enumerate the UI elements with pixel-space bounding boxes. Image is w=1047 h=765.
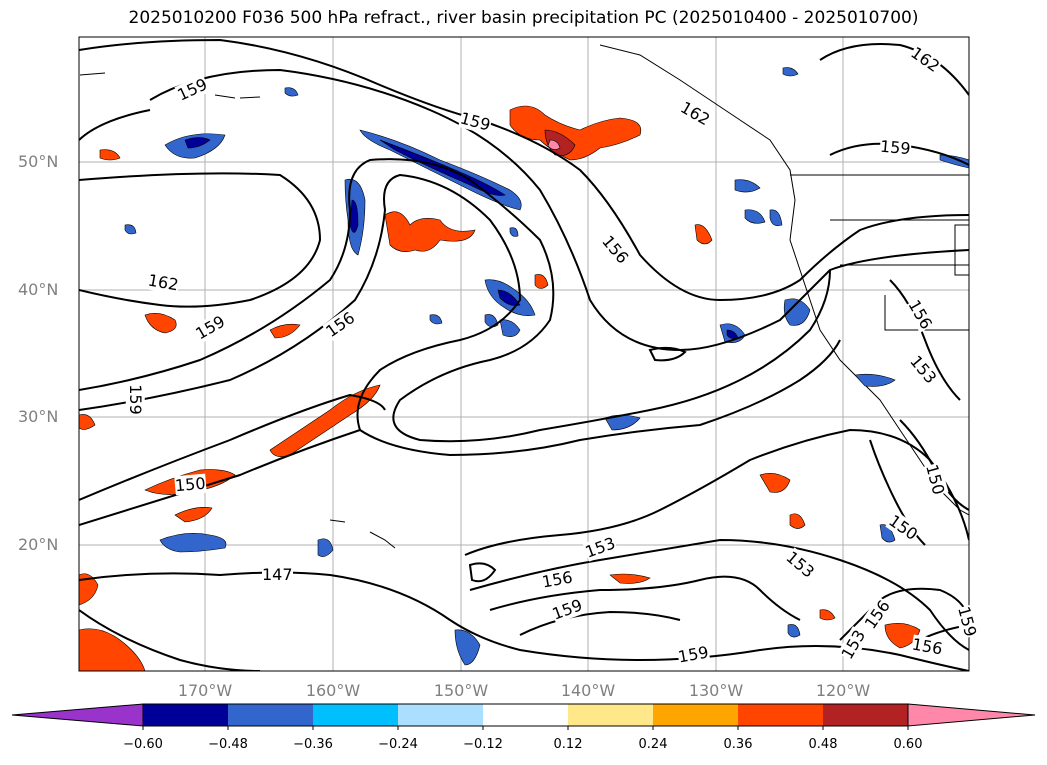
colorbar-bin	[738, 704, 823, 726]
gridlines	[79, 37, 969, 671]
colorbar-tick-label: −0.12	[463, 737, 503, 752]
colorbar-bin	[228, 704, 313, 726]
colorbar-bin	[143, 704, 228, 726]
lon-label: 160°W	[305, 681, 361, 700]
colorbar-bin	[568, 704, 653, 726]
lat-label: 40°N	[18, 280, 59, 299]
precip-patches	[79, 67, 969, 671]
contour-label: 150	[174, 473, 207, 496]
lat-label: 20°N	[18, 535, 59, 554]
lon-label: 150°W	[433, 681, 489, 700]
colorbar-tick-label: 0.60	[893, 737, 923, 752]
coastline	[79, 44, 969, 549]
lon-label: 140°W	[560, 681, 616, 700]
colorbar-tick-label: −0.48	[208, 737, 248, 752]
map-title: 2025010200 F036 500 hPa refract., river …	[128, 8, 919, 28]
lon-label: 120°W	[815, 681, 871, 700]
lon-label: 130°W	[688, 681, 744, 700]
map-frame	[78, 36, 970, 672]
colorbar-bin	[398, 704, 483, 726]
contour-label: 159	[125, 384, 145, 415]
colorbar-tick-label: 0.48	[808, 737, 838, 752]
colorbar	[11, 703, 1036, 730]
lon-label: 170°W	[177, 681, 233, 700]
colorbar-bin	[653, 704, 738, 726]
contour-label: 147	[262, 565, 293, 584]
colorbar-tick-label: −0.24	[378, 737, 418, 752]
colorbar-extend-low	[11, 703, 144, 727]
colorbar-bin	[483, 704, 568, 726]
contour-label: 159	[879, 136, 912, 159]
colorbar-tick-label: −0.60	[123, 737, 163, 752]
lat-label: 30°N	[18, 407, 59, 426]
colorbar-bin	[823, 704, 908, 726]
colorbar-frame	[142, 703, 909, 727]
colorbar-tick-label: 0.36	[723, 737, 753, 752]
lat-label: 50°N	[18, 152, 59, 171]
colorbar-tick-label: −0.36	[293, 737, 333, 752]
colorbar-tick-label: 0.24	[638, 737, 668, 752]
colorbar-tick-label: 0.12	[553, 737, 583, 752]
colorbar-extend-high	[907, 703, 1036, 727]
colorbar-bin	[313, 704, 398, 726]
